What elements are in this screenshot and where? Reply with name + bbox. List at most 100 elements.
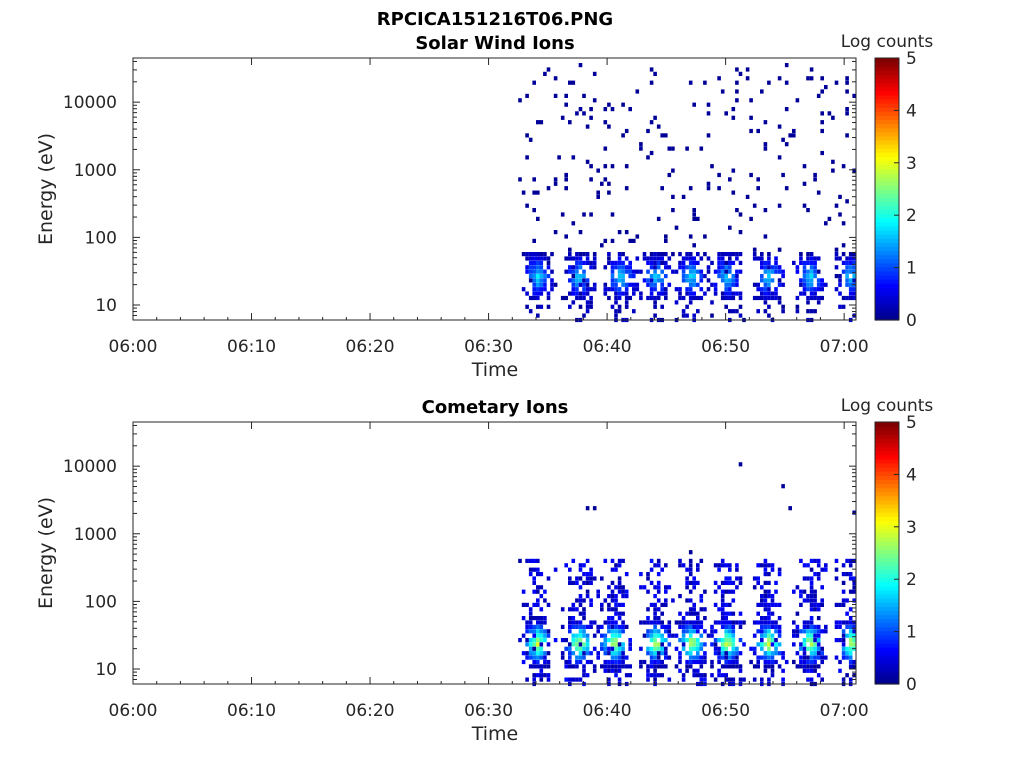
heatmap-cell xyxy=(664,585,668,590)
axes-solar-wind: 06:00 06:10 06:20 06:30 06:40 06:50 07:0010100… xyxy=(63,58,869,357)
heatmap-cell xyxy=(532,638,536,643)
heatmap-cell xyxy=(852,252,856,257)
colorbar-segment xyxy=(875,209,899,215)
heatmap-cell xyxy=(678,620,682,625)
heatmap-cell xyxy=(728,576,732,581)
heatmap-cell xyxy=(649,150,654,156)
heatmap-cell xyxy=(806,278,810,283)
heatmap-cell xyxy=(628,107,632,112)
heatmap-cell xyxy=(571,558,576,563)
heatmap-cell xyxy=(543,278,547,283)
heatmap-cell xyxy=(536,638,540,643)
heatmap-cell xyxy=(717,186,721,191)
heatmap-cell xyxy=(536,282,540,287)
colorbar-segment xyxy=(875,258,899,264)
heatmap-cell xyxy=(688,629,693,634)
heatmap-cell xyxy=(568,278,572,283)
heatmap-cell xyxy=(760,633,764,638)
heatmap-cell xyxy=(578,282,583,287)
heatmap-cell xyxy=(848,563,853,568)
heatmap-cell xyxy=(770,659,775,665)
heatmap-cell xyxy=(528,620,533,625)
heatmap-cell xyxy=(688,282,693,287)
heatmap-cell xyxy=(592,252,597,257)
colorbar-tick-label: 2 xyxy=(906,206,917,226)
heatmap-cell xyxy=(575,677,579,682)
heatmap-cell xyxy=(724,642,728,647)
heatmap-cell xyxy=(585,558,590,563)
heatmap-cell xyxy=(596,194,600,199)
heatmap-cell xyxy=(788,506,792,511)
heatmap-cell xyxy=(809,677,814,682)
heatmap-cell xyxy=(706,181,711,186)
colorbar-segment xyxy=(875,647,899,652)
x-tick-label: 06:40 xyxy=(583,337,632,357)
heatmap-cell xyxy=(774,295,778,301)
heatmap-cell xyxy=(528,274,533,279)
heatmap-cell xyxy=(624,269,629,274)
heatmap-cell xyxy=(802,659,807,665)
colorbar-tick-label: 5 xyxy=(906,49,917,69)
heatmap-cell xyxy=(713,602,718,607)
heatmap-cell xyxy=(660,659,664,665)
heatmap-cell xyxy=(653,252,657,257)
heatmap-cell xyxy=(585,291,590,296)
heatmap-cell xyxy=(589,576,593,581)
heatmap-cell xyxy=(617,580,622,585)
heatmap-cell xyxy=(610,607,615,612)
heatmap-cell xyxy=(806,633,810,638)
heatmap-cell xyxy=(685,659,689,665)
heatmap-cell xyxy=(802,624,807,629)
heatmap-cell xyxy=(688,287,693,292)
heatmap-cell xyxy=(816,282,821,287)
heatmap-cell xyxy=(813,287,817,292)
x-tick-label: 06:30 xyxy=(464,337,513,357)
heatmap-cell xyxy=(681,624,686,629)
colorbar-label-solar-wind: Log counts xyxy=(841,32,934,52)
heatmap-cell xyxy=(621,260,625,265)
heatmap-cell xyxy=(660,269,664,274)
heatmap-cell xyxy=(664,133,668,138)
heatmap-cell xyxy=(578,611,583,616)
colorbar-segment xyxy=(875,585,899,591)
heatmap-cell xyxy=(745,67,750,72)
heatmap-cell xyxy=(809,594,814,599)
heatmap-cell xyxy=(553,230,558,235)
heatmap-cell xyxy=(806,563,810,568)
heatmap-cell xyxy=(649,646,654,651)
heatmap-cell xyxy=(621,594,625,599)
heatmap-cell xyxy=(667,677,672,682)
heatmap-cell xyxy=(699,620,704,625)
heatmap-cell xyxy=(653,607,657,612)
heatmap-cell xyxy=(628,638,632,643)
heatmap-cell xyxy=(738,313,743,318)
heatmap-cell xyxy=(767,624,771,629)
heatmap-cell xyxy=(546,633,551,638)
heatmap-cell xyxy=(688,607,693,612)
heatmap-cell xyxy=(688,598,693,603)
heatmap-cell xyxy=(582,252,586,257)
heatmap-cell xyxy=(575,274,579,279)
heatmap-cell xyxy=(717,274,721,279)
heatmap-cell xyxy=(528,558,533,563)
heatmap-cell xyxy=(738,252,743,257)
heatmap-cell xyxy=(703,252,707,257)
heatmap-cell xyxy=(685,567,689,572)
colorbar-segment xyxy=(875,82,899,88)
heatmap-cell xyxy=(664,260,668,265)
heatmap-cell xyxy=(720,598,725,603)
heatmap-cell xyxy=(614,633,618,638)
heatmap-cell xyxy=(536,278,540,283)
heatmap-cell xyxy=(767,256,771,261)
heatmap-cell xyxy=(724,304,728,309)
colorbar-segment xyxy=(875,679,899,685)
heatmap-cell xyxy=(528,252,533,257)
heatmap-cell xyxy=(646,664,650,669)
colorbar-segment xyxy=(875,270,899,276)
heatmap-cell xyxy=(710,633,714,638)
heatmap-cell xyxy=(660,287,664,292)
heatmap-cell xyxy=(568,120,572,125)
heatmap-cell xyxy=(792,633,796,638)
heatmap-cell xyxy=(792,589,796,594)
heatmap-cell xyxy=(777,642,782,647)
